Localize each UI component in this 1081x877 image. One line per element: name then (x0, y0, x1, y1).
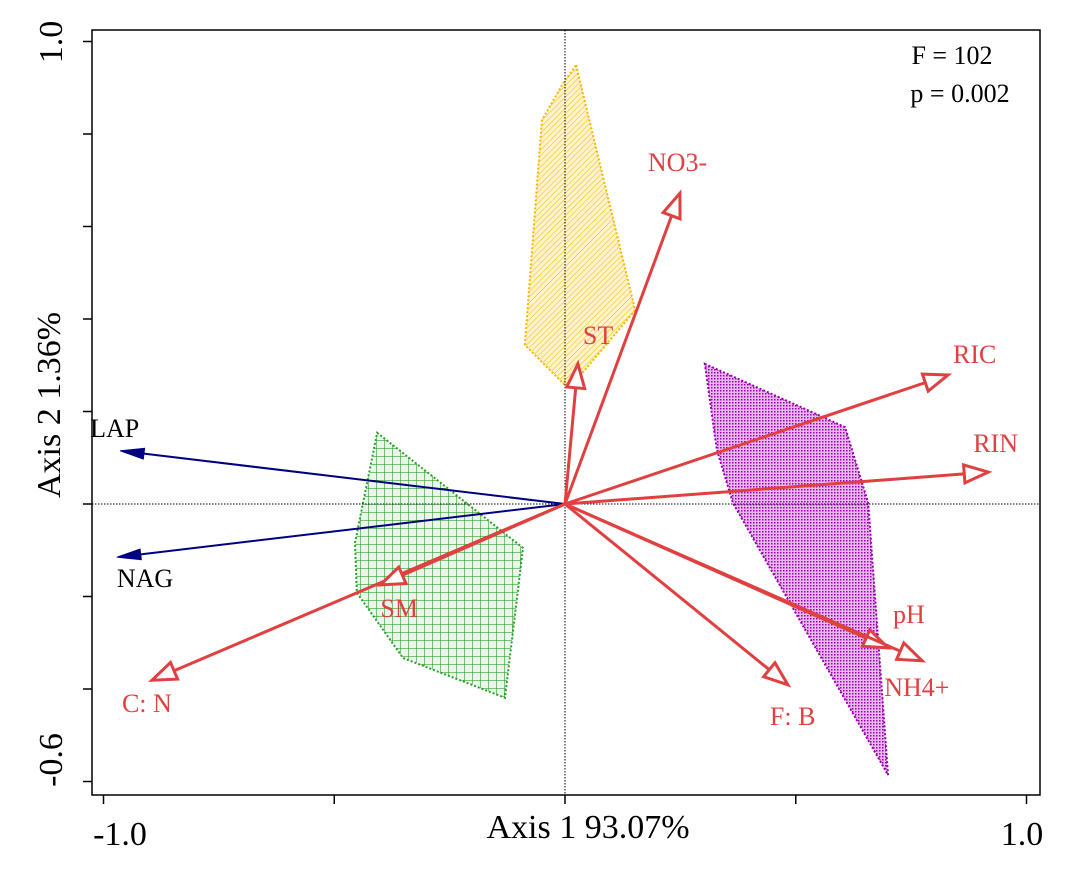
arrow-head (116, 548, 142, 561)
group-hull-1 (354, 430, 525, 700)
arrow-label: RIC (953, 340, 996, 369)
arrow-label: C: N (122, 689, 172, 718)
x-axis-label: Axis 1 93.07% (486, 809, 689, 846)
arrow-label: ST (583, 321, 613, 350)
x-tick-label-max: 1.0 (1001, 816, 1044, 853)
arrow-shaft (564, 502, 901, 653)
arrow-head (119, 447, 146, 460)
arrow-shaft (563, 387, 578, 505)
arrow-label: NH4+ (884, 673, 949, 702)
arrow-label: LAP (90, 414, 139, 443)
arrow-label: pH (893, 600, 925, 629)
arrow-label: NAG (117, 564, 173, 593)
arrow-label: SM (380, 594, 418, 623)
arrow-label: RIN (973, 429, 1018, 458)
y-tick-label-max: 1.0 (33, 21, 70, 64)
arrow-head (148, 659, 180, 682)
arrow-ric: RIC (564, 340, 996, 506)
arrow-rin: RIN (564, 429, 1018, 506)
plot-frame (91, 29, 1041, 796)
arrow-head (660, 189, 682, 221)
arrow-shaft (564, 472, 965, 506)
x-tick-label-min: -1.0 (93, 816, 147, 853)
arrow-no3-: NO3- (563, 148, 707, 505)
arrow-shaft (140, 503, 566, 556)
arrow-label: NO3- (648, 148, 707, 177)
p-value: p = 0.002 (910, 79, 1009, 108)
arrow-lap: LAP (90, 414, 566, 505)
arrow-head (376, 564, 409, 587)
arrow-shaft (143, 452, 566, 505)
arrow-sm: SM (376, 502, 566, 623)
arrow-shaft (563, 215, 673, 505)
arrow-shaft (564, 381, 926, 506)
arrow-head (961, 462, 993, 486)
arrow-st: ST (563, 321, 613, 505)
f-statistic: F = 102 (911, 41, 992, 70)
y-axis-label: Axis 2 1.36% (31, 312, 68, 498)
arrow-head (564, 359, 587, 391)
arrow-nag: NAG (116, 503, 566, 593)
arrow-head (920, 372, 953, 394)
arrow-nh4-: NH4+ (564, 502, 949, 702)
arrow-label: F: B (770, 702, 816, 731)
arrow-shaft (564, 502, 771, 671)
arrow-shaft (401, 502, 566, 577)
arrow-f-b: F: B (564, 502, 816, 731)
group-hull-0 (523, 62, 637, 387)
arrow-head (761, 660, 792, 688)
arrow-head (894, 640, 927, 663)
y-tick-label-min: -0.6 (33, 733, 70, 787)
